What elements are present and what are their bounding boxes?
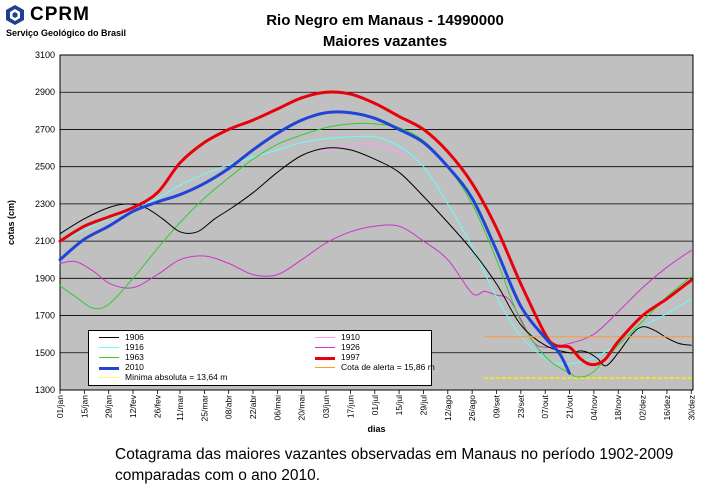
y-tick-label: 1300 <box>35 385 55 395</box>
x-tick-label: 03/jun <box>321 395 331 418</box>
figure-caption: Cotagrama das maiores vazantes observada… <box>115 446 674 484</box>
x-tick-label: 07/out <box>540 394 550 418</box>
series-line-1916 <box>59 135 692 365</box>
x-tick-label: 23/set <box>516 394 526 418</box>
legend-swatch <box>315 347 335 348</box>
x-tick-label: 15/jul <box>394 395 404 415</box>
y-tick-label: 1700 <box>35 311 55 321</box>
x-tick-label: 21/out <box>565 394 575 418</box>
legend-swatch <box>99 357 119 358</box>
series-line-2010 <box>58 110 571 375</box>
x-tick-label: 04/nov <box>589 394 599 420</box>
legend-swatch <box>99 377 119 378</box>
legend-label: 1997 <box>341 352 360 362</box>
x-tick-label: 08/abr <box>224 395 234 419</box>
legend-label: 1916 <box>125 342 144 352</box>
x-tick-label: 25/mar <box>199 395 209 422</box>
x-tick-label: 18/nov <box>613 394 623 420</box>
legend-label: Minima absoluta = 13,64 m <box>125 372 228 382</box>
legend-label: 1910 <box>341 332 360 342</box>
x-tick-label: 20/mai <box>297 395 307 421</box>
x-tick-label: 30/dez <box>686 395 696 421</box>
y-tick-label: 2100 <box>35 236 55 246</box>
legend-label: Cota de alerta = 15,86 m <box>341 362 435 372</box>
legend-swatch <box>315 337 335 338</box>
legend-swatch <box>315 357 335 360</box>
x-tick-label: 16/dez <box>662 395 672 421</box>
y-tick-label: 1900 <box>35 273 55 283</box>
series-line-1997 <box>58 90 693 367</box>
x-tick-label: 29/jan <box>104 395 114 418</box>
legend-swatch <box>315 367 335 368</box>
legend-label: 1963 <box>125 352 144 362</box>
x-tick-label: 12/fev <box>128 394 138 418</box>
series-line-1926 <box>59 224 692 348</box>
x-tick-label: 06/mai <box>272 395 282 421</box>
x-tick-label: 11/mar <box>175 395 185 421</box>
legend-label: 1926 <box>341 342 360 352</box>
y-tick-label: 1500 <box>35 348 55 358</box>
x-tick-label: 09/set <box>491 394 501 418</box>
y-tick-label: 2700 <box>35 124 55 134</box>
x-tick-label: 26/ago <box>467 395 477 421</box>
logo-subtitle: Serviço Geológico do Brasil <box>6 28 127 38</box>
x-tick-label: 15/jan <box>79 395 89 418</box>
legend-swatch <box>99 337 119 338</box>
legend-label: 2010 <box>125 362 144 372</box>
x-tick-label: 22/abr <box>248 395 258 419</box>
chart-subtitle: Maiores vazantes <box>322 33 448 50</box>
legend-swatch <box>99 367 119 370</box>
x-tick-label: 01/jan <box>55 395 65 418</box>
y-tick-label: 2300 <box>35 199 55 209</box>
logo-name: CPRM <box>30 4 90 25</box>
legend-swatch <box>99 347 119 348</box>
x-axis-label: dias <box>367 424 385 434</box>
series-line-1963 <box>59 122 692 378</box>
chart-title: Rio Negro em Manaus - 14990000 <box>266 12 504 29</box>
legend-label: 1906 <box>125 332 144 342</box>
chart-legend: 1906 1910 1916 1926 1963 1997 2010 Cota de aler… <box>88 330 435 386</box>
y-tick-label: 3100 <box>35 50 55 60</box>
y-axis-label: cotas (cm) <box>6 200 16 245</box>
series-line-1910 <box>318 143 407 156</box>
y-tick-label: 2900 <box>35 87 55 97</box>
x-tick-label: 12/ago <box>443 395 453 421</box>
x-tick-label: 17/jun <box>345 395 355 418</box>
chart-title-block: Rio Negro em Manaus - 14990000 Maiores v… <box>150 10 620 52</box>
x-tick-label: 29/jul <box>418 395 428 415</box>
series-line-1906 <box>59 147 692 367</box>
x-tick-label: 02/dez <box>638 395 648 421</box>
x-tick-label: 01/jul <box>370 395 380 415</box>
y-tick-label: 2500 <box>35 162 55 172</box>
x-tick-label: 26/fev <box>152 394 162 418</box>
cprm-logo-icon <box>6 5 24 25</box>
cprm-logo: CPRM Serviço Geológico do Brasil <box>4 4 154 40</box>
